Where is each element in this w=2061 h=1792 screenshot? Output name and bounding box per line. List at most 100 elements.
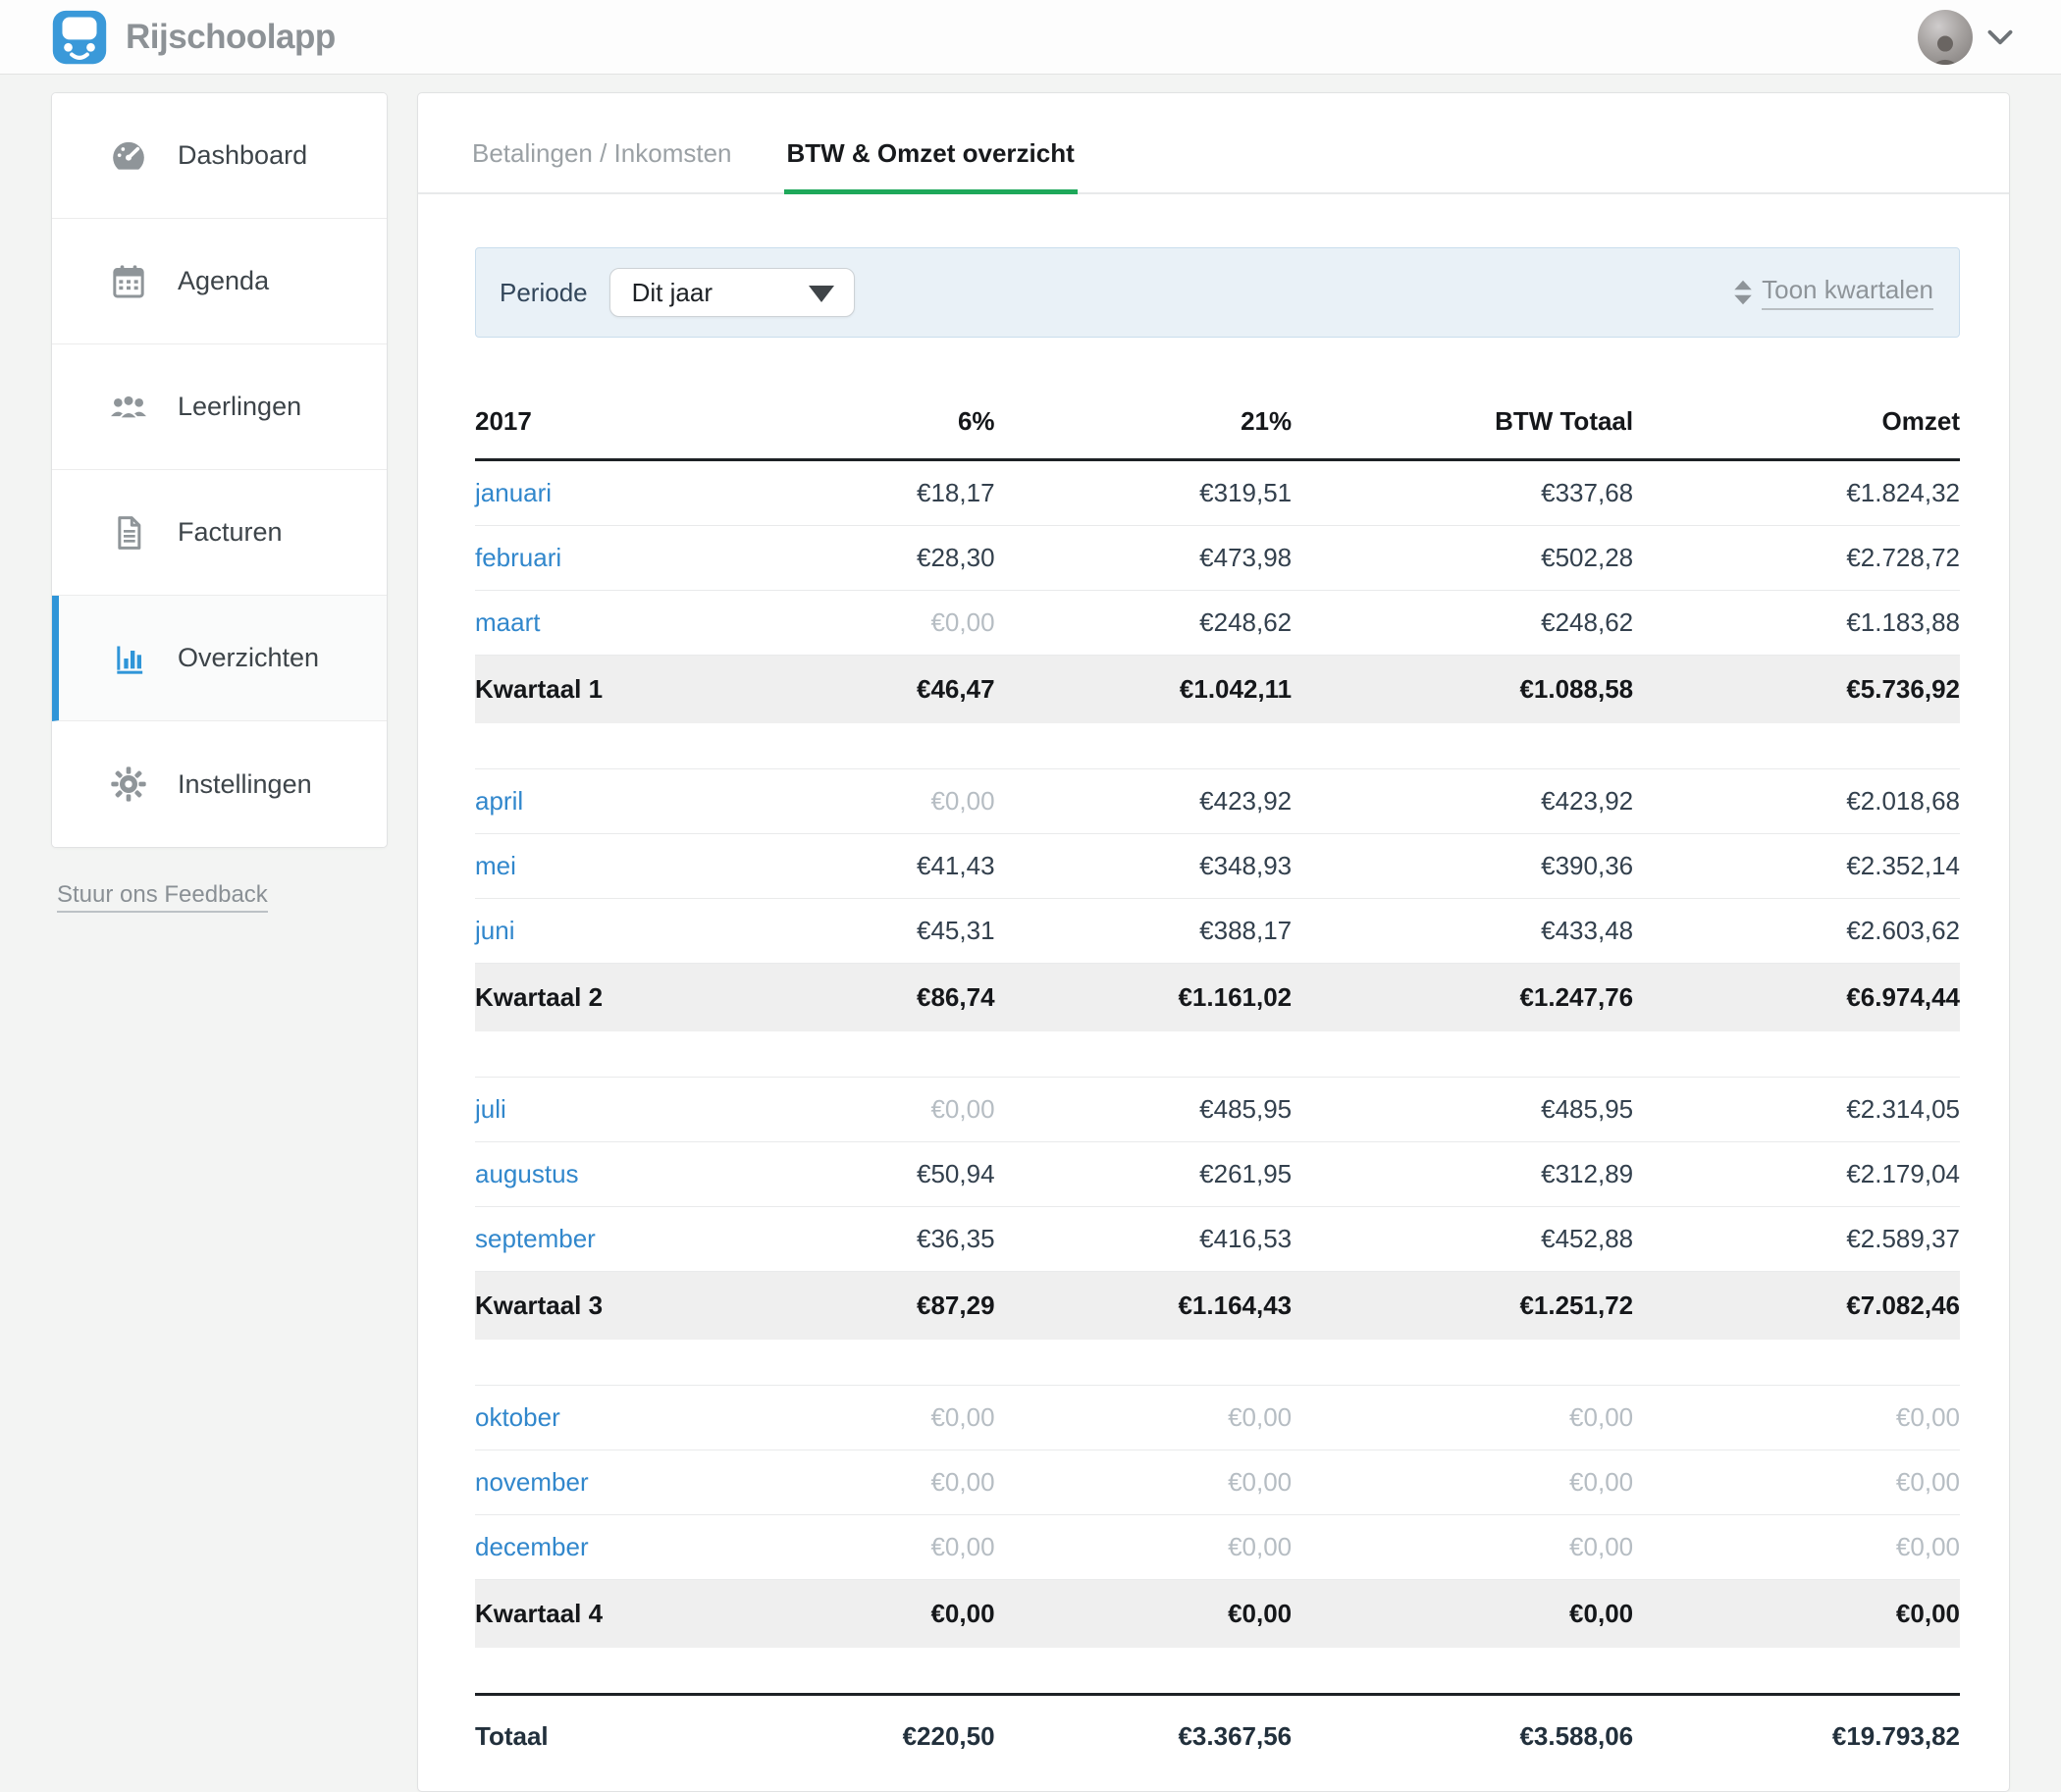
value-cell: €3.367,56 bbox=[995, 1695, 1293, 1792]
sidebar-item-leerlingen[interactable]: Leerlingen bbox=[52, 344, 387, 470]
month-cell: februari bbox=[475, 526, 802, 591]
month-link[interactable]: september bbox=[475, 1224, 596, 1253]
month-link[interactable]: december bbox=[475, 1532, 589, 1561]
month-cell: oktober bbox=[475, 1386, 802, 1450]
sidebar-item-label: Overzichten bbox=[178, 643, 319, 673]
value-cell: €2.314,05 bbox=[1633, 1078, 1960, 1142]
row-label-cell: Totaal bbox=[475, 1695, 802, 1792]
column-header: Omzet bbox=[1633, 393, 1960, 460]
value-cell: €41,43 bbox=[802, 834, 995, 899]
value-cell: €36,35 bbox=[802, 1207, 995, 1272]
column-header: BTW Totaal bbox=[1292, 393, 1633, 460]
sidebar-item-dashboard[interactable]: Dashboard bbox=[52, 93, 387, 219]
month-link[interactable]: juli bbox=[475, 1094, 506, 1124]
value-cell: €0,00 bbox=[1292, 1386, 1633, 1450]
value-cell: €46,47 bbox=[802, 656, 995, 724]
calendar-icon bbox=[109, 262, 148, 301]
month-cell: mei bbox=[475, 834, 802, 899]
sidebar-item-facturen[interactable]: Facturen bbox=[52, 470, 387, 596]
value-cell: €1.088,58 bbox=[1292, 656, 1633, 724]
month-cell: januari bbox=[475, 460, 802, 526]
value-cell: €28,30 bbox=[802, 526, 995, 591]
month-link[interactable]: februari bbox=[475, 543, 561, 572]
month-cell: november bbox=[475, 1450, 802, 1515]
month-link[interactable]: november bbox=[475, 1467, 589, 1497]
row-label-cell: Kwartaal 4 bbox=[475, 1580, 802, 1649]
value-cell: €319,51 bbox=[995, 460, 1293, 526]
sidebar: Dashboard Agenda bbox=[51, 92, 388, 1792]
sidebar-item-label: Dashboard bbox=[178, 140, 307, 171]
value-cell: €1.247,76 bbox=[1292, 964, 1633, 1032]
value-cell: €261,95 bbox=[995, 1142, 1293, 1207]
month-link[interactable]: januari bbox=[475, 478, 552, 507]
sidebar-item-label: Agenda bbox=[178, 266, 269, 296]
toon-kwartalen-label: Toon kwartalen bbox=[1762, 275, 1933, 310]
value-cell: €502,28 bbox=[1292, 526, 1633, 591]
user-menu[interactable] bbox=[1918, 10, 2014, 65]
value-cell: €473,98 bbox=[995, 526, 1293, 591]
toon-kwartalen-link[interactable]: Toon kwartalen bbox=[1732, 275, 1933, 310]
caret-down-icon bbox=[809, 286, 834, 302]
value-cell: €0,00 bbox=[1292, 1515, 1633, 1580]
feedback-link[interactable]: Stuur ons Feedback bbox=[57, 881, 268, 913]
month-link[interactable]: oktober bbox=[475, 1402, 560, 1432]
tab-btw-omzet-overzicht[interactable]: BTW & Omzet overzicht bbox=[787, 138, 1075, 192]
row-label-cell: Kwartaal 3 bbox=[475, 1272, 802, 1341]
sidebar-item-label: Facturen bbox=[178, 517, 283, 548]
value-cell: €1.183,88 bbox=[1633, 591, 1960, 656]
column-header: 21% bbox=[995, 393, 1293, 460]
value-cell: €1.824,32 bbox=[1633, 460, 1960, 526]
value-cell: €0,00 bbox=[802, 1386, 995, 1450]
value-cell: €7.082,46 bbox=[1633, 1272, 1960, 1341]
month-link[interactable]: maart bbox=[475, 607, 540, 637]
month-link[interactable]: augustus bbox=[475, 1159, 579, 1188]
value-cell: €388,17 bbox=[995, 899, 1293, 964]
periode-select[interactable]: Dit jaar bbox=[609, 268, 855, 317]
month-cell: maart bbox=[475, 591, 802, 656]
value-cell: €0,00 bbox=[802, 591, 995, 656]
value-cell: €1.251,72 bbox=[1292, 1272, 1633, 1341]
sidebar-item-overzichten[interactable]: Overzichten bbox=[52, 596, 387, 721]
value-cell: €0,00 bbox=[1633, 1450, 1960, 1515]
row-label-cell: Kwartaal 2 bbox=[475, 964, 802, 1032]
spacer-row bbox=[475, 1340, 1960, 1386]
sidebar-item-agenda[interactable]: Agenda bbox=[52, 219, 387, 344]
value-cell: €248,62 bbox=[1292, 591, 1633, 656]
tab-betalingen-inkomsten[interactable]: Betalingen / Inkomsten bbox=[472, 138, 732, 192]
bar-chart-icon bbox=[109, 639, 148, 678]
value-cell: €452,88 bbox=[1292, 1207, 1633, 1272]
month-row: mei€41,43€348,93€390,36€2.352,14 bbox=[475, 834, 1960, 899]
value-cell: €0,00 bbox=[1633, 1580, 1960, 1649]
gear-icon bbox=[109, 764, 148, 804]
value-cell: €1.042,11 bbox=[995, 656, 1293, 724]
value-cell: €6.974,44 bbox=[1633, 964, 1960, 1032]
value-cell: €312,89 bbox=[1292, 1142, 1633, 1207]
value-cell: €0,00 bbox=[1633, 1386, 1960, 1450]
avatar[interactable] bbox=[1918, 10, 1973, 65]
value-cell: €2.018,68 bbox=[1633, 769, 1960, 834]
month-link[interactable]: juni bbox=[475, 916, 514, 945]
value-cell: €1.161,02 bbox=[995, 964, 1293, 1032]
value-cell: €423,92 bbox=[995, 769, 1293, 834]
value-cell: €220,50 bbox=[802, 1695, 995, 1792]
month-link[interactable]: april bbox=[475, 786, 523, 816]
value-cell: €0,00 bbox=[802, 1078, 995, 1142]
bus-logo-icon bbox=[51, 9, 108, 66]
value-cell: €0,00 bbox=[995, 1386, 1293, 1450]
month-row: februari€28,30€473,98€502,28€2.728,72 bbox=[475, 526, 1960, 591]
month-link[interactable]: mei bbox=[475, 851, 516, 880]
value-cell: €2.179,04 bbox=[1633, 1142, 1960, 1207]
value-cell: €485,95 bbox=[995, 1078, 1293, 1142]
spacer-row bbox=[475, 1648, 1960, 1695]
value-cell: €485,95 bbox=[1292, 1078, 1633, 1142]
sidebar-item-label: Instellingen bbox=[178, 769, 312, 800]
value-cell: €0,00 bbox=[802, 769, 995, 834]
main-panel: Betalingen / Inkomsten BTW & Omzet overz… bbox=[417, 92, 2010, 1792]
value-cell: €0,00 bbox=[802, 1515, 995, 1580]
value-cell: €0,00 bbox=[1292, 1450, 1633, 1515]
year-column-header: 2017 bbox=[475, 393, 802, 460]
value-cell: €0,00 bbox=[995, 1450, 1293, 1515]
spacer-row bbox=[475, 1031, 1960, 1078]
sidebar-item-instellingen[interactable]: Instellingen bbox=[52, 721, 387, 847]
value-cell: €45,31 bbox=[802, 899, 995, 964]
